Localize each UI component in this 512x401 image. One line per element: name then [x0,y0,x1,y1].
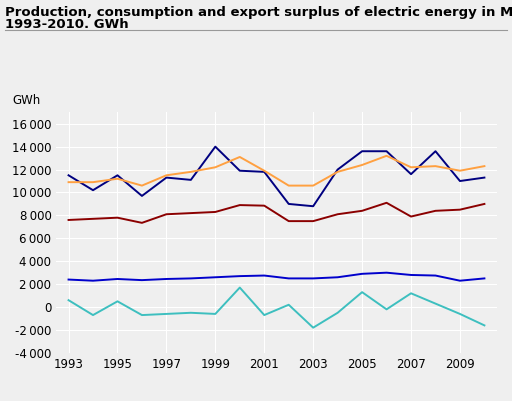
Gross
consump-
tion [261,168,267,173]
Export
surplus [334,310,340,315]
Total
produc-
tion [90,188,96,192]
Consumption
in power-
intensive
manufacturing [359,271,365,276]
Gross
consump-
tion [114,176,120,181]
Consumption
without power-
intensive
manufacturing [433,209,439,213]
Total
produc-
tion [261,170,267,174]
Consumption
without power-
intensive
manufacturing [334,212,340,217]
Total
produc-
tion [359,149,365,154]
Export
surplus [114,299,120,304]
Consumption
in power-
intensive
manufacturing [114,277,120,282]
Export
surplus [286,302,292,307]
Gross
consump-
tion [286,183,292,188]
Consumption
without power-
intensive
manufacturing [457,207,463,212]
Text: GWh: GWh [12,95,40,107]
Consumption
without power-
intensive
manufacturing [359,209,365,213]
Total
produc-
tion [66,173,72,178]
Export
surplus [359,290,365,295]
Consumption
in power-
intensive
manufacturing [383,270,390,275]
Consumption
without power-
intensive
manufacturing [139,221,145,225]
Consumption
in power-
intensive
manufacturing [66,277,72,282]
Gross
consump-
tion [359,162,365,167]
Consumption
without power-
intensive
manufacturing [261,203,267,208]
Consumption
without power-
intensive
manufacturing [481,202,487,207]
Gross
consump-
tion [66,180,72,184]
Gross
consump-
tion [334,170,340,174]
Consumption
without power-
intensive
manufacturing [408,214,414,219]
Export
surplus [261,313,267,318]
Consumption
without power-
intensive
manufacturing [163,212,169,217]
Export
surplus [481,323,487,328]
Total
produc-
tion [114,173,120,178]
Consumption
in power-
intensive
manufacturing [212,275,219,279]
Export
surplus [237,285,243,290]
Consumption
without power-
intensive
manufacturing [90,217,96,221]
Consumption
in power-
intensive
manufacturing [139,278,145,283]
Consumption
without power-
intensive
manufacturing [212,210,219,215]
Consumption
in power-
intensive
manufacturing [433,273,439,278]
Total
produc-
tion [212,144,219,149]
Total
produc-
tion [408,172,414,176]
Total
produc-
tion [310,204,316,209]
Total
produc-
tion [433,149,439,154]
Consumption
in power-
intensive
manufacturing [188,276,194,281]
Gross
consump-
tion [310,183,316,188]
Gross
consump-
tion [212,165,219,170]
Consumption
without power-
intensive
manufacturing [66,218,72,223]
Consumption
without power-
intensive
manufacturing [286,219,292,223]
Export
surplus [433,301,439,306]
Consumption
without power-
intensive
manufacturing [310,219,316,223]
Consumption
in power-
intensive
manufacturing [334,275,340,279]
Line: Total
produc-
tion: Total produc- tion [69,147,484,206]
Gross
consump-
tion [433,164,439,168]
Export
surplus [310,325,316,330]
Export
surplus [212,312,219,316]
Consumption
in power-
intensive
manufacturing [457,278,463,283]
Export
surplus [408,291,414,296]
Total
produc-
tion [334,167,340,172]
Total
produc-
tion [383,149,390,154]
Gross
consump-
tion [163,173,169,178]
Consumption
in power-
intensive
manufacturing [237,274,243,279]
Total
produc-
tion [139,194,145,198]
Total
produc-
tion [286,202,292,207]
Gross
consump-
tion [237,154,243,159]
Text: Production, consumption and export surplus of electric energy in March.: Production, consumption and export surpl… [5,6,512,19]
Consumption
in power-
intensive
manufacturing [310,276,316,281]
Consumption
in power-
intensive
manufacturing [261,273,267,278]
Consumption
in power-
intensive
manufacturing [408,273,414,277]
Text: 1993-2010. GWh: 1993-2010. GWh [5,18,129,31]
Consumption
in power-
intensive
manufacturing [90,278,96,283]
Gross
consump-
tion [481,164,487,168]
Export
surplus [66,298,72,303]
Gross
consump-
tion [457,168,463,173]
Consumption
without power-
intensive
manufacturing [237,203,243,207]
Line: Consumption
in power-
intensive
manufacturing: Consumption in power- intensive manufact… [69,273,484,281]
Total
produc-
tion [237,168,243,173]
Export
surplus [139,313,145,318]
Gross
consump-
tion [408,165,414,170]
Gross
consump-
tion [90,180,96,184]
Export
surplus [188,310,194,315]
Total
produc-
tion [481,175,487,180]
Line: Consumption
without power-
intensive
manufacturing: Consumption without power- intensive man… [69,203,484,223]
Gross
consump-
tion [139,183,145,188]
Total
produc-
tion [188,178,194,182]
Gross
consump-
tion [188,170,194,174]
Gross
consump-
tion [383,154,390,158]
Consumption
in power-
intensive
manufacturing [163,277,169,282]
Export
surplus [457,312,463,316]
Consumption
without power-
intensive
manufacturing [383,200,390,205]
Export
surplus [163,312,169,316]
Line: Export
surplus: Export surplus [69,288,484,328]
Total
produc-
tion [163,175,169,180]
Consumption
without power-
intensive
manufacturing [114,215,120,220]
Total
produc-
tion [457,178,463,183]
Export
surplus [383,307,390,312]
Consumption
in power-
intensive
manufacturing [286,276,292,281]
Consumption
without power-
intensive
manufacturing [188,211,194,215]
Export
surplus [90,313,96,318]
Consumption
in power-
intensive
manufacturing [481,276,487,281]
Line: Gross
consump-
tion: Gross consump- tion [69,156,484,186]
